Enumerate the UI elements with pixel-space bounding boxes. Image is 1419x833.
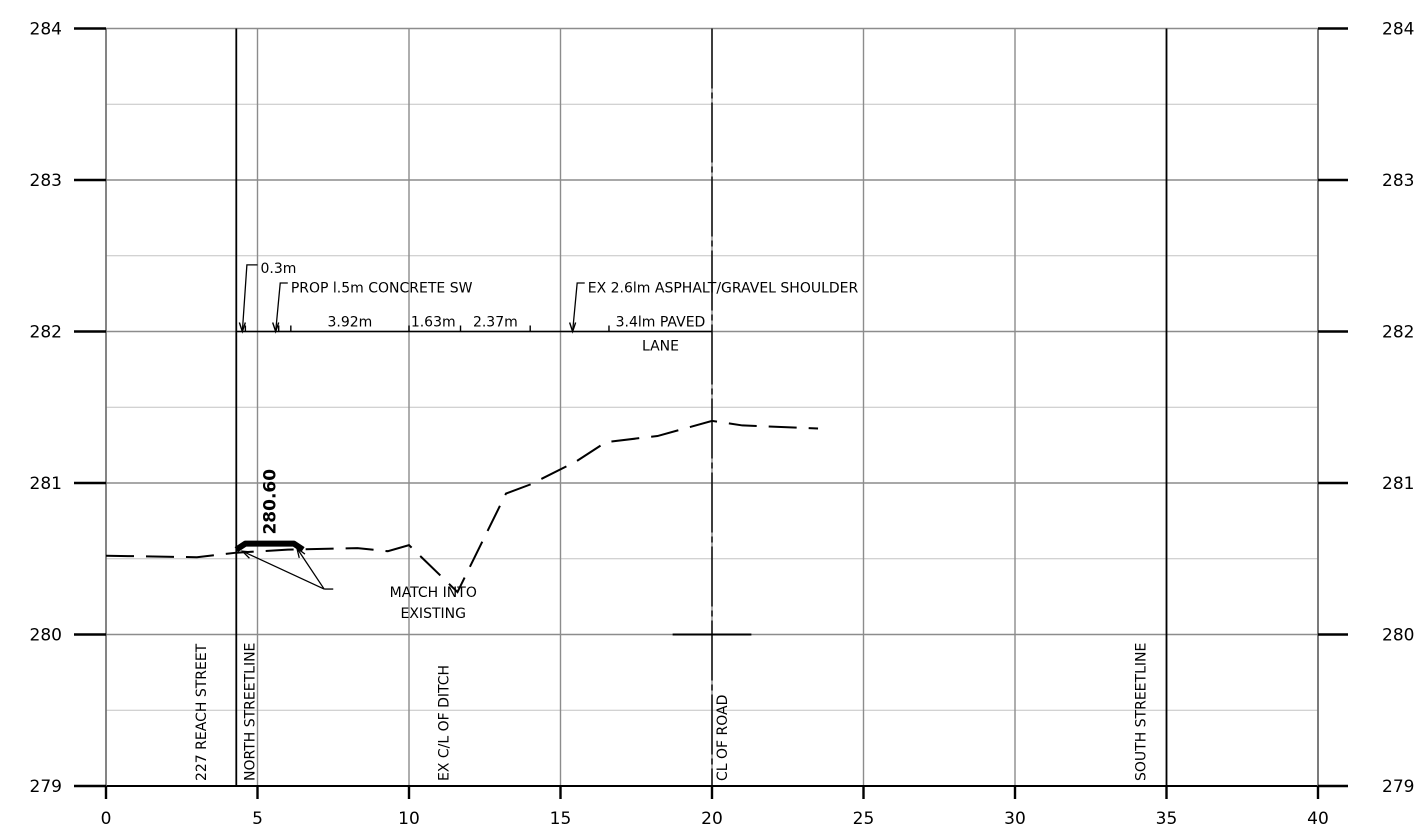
match-leader [242, 550, 325, 590]
proposed-sidewalk-line [234, 540, 305, 553]
axes [74, 27, 1348, 799]
match-note-line: EXISTING [401, 606, 466, 622]
y-tick-label-left: 282 [30, 323, 62, 343]
tick-labels: 279 279 280 280 281 281 282 282 283 283 284 284 0 5 10… [30, 20, 1415, 830]
dimension-label: 1.63m [411, 315, 456, 331]
vertical-reference-lines: 227 REACH STREET NORTH STREETLINE CL OF RO… [194, 28, 1168, 786]
x-tick-label: 20 [701, 809, 723, 829]
x-tick-label: 0 [101, 809, 112, 829]
x-tick-label: 25 [853, 809, 875, 829]
callout-label: 0.3m [261, 261, 297, 277]
y-tick-label-right: 284 [1382, 20, 1414, 40]
callout-leader [241, 264, 258, 332]
y-tick-label-right: 280 [1382, 626, 1414, 646]
callout-label: EX 2.6lm ASPHALT/GRAVEL SHOULDER [588, 281, 859, 297]
annotations: 0.3m PROP l.5m CONCRETE SW EX 2.6lm ASPHAL… [240, 261, 859, 622]
y-tick-label-left: 280 [30, 626, 62, 646]
callout-label: PROP l.5m CONCRETE SW [291, 281, 473, 297]
x-tick-label: 40 [1307, 809, 1329, 829]
existing-ground-profile [105, 419, 819, 594]
dimension-label: 3.4lm PAVED [616, 315, 706, 331]
x-tick-label: 15 [550, 809, 572, 829]
dimension-label: 3.92m [328, 315, 373, 331]
vertical-line-label: 227 REACH STREET [194, 643, 210, 781]
x-tick-label: 5 [252, 809, 263, 829]
dimension-label: LANE [642, 339, 679, 355]
y-tick-label-left: 279 [30, 777, 62, 797]
vertical-line-label: NORTH STREETLINE [242, 643, 258, 781]
existing-ground-line [105, 419, 819, 594]
y-tick-label-right: 279 [1382, 777, 1414, 797]
match-note-line: MATCH INTO [390, 585, 477, 601]
x-tick-label: 35 [1156, 809, 1178, 829]
y-tick-label-right: 282 [1382, 323, 1414, 343]
match-leader-arrow [240, 550, 253, 559]
callout-leader [571, 282, 585, 332]
proposed-sidewalk: 280.60 [234, 469, 305, 553]
x-tick-label: 10 [398, 809, 420, 829]
match-leader [296, 547, 325, 590]
vertical-line-label: SOUTH STREETLINE [1133, 643, 1149, 781]
callout-leader [275, 282, 288, 332]
y-tick-label-left: 281 [30, 474, 62, 494]
y-tick-label-left: 284 [30, 20, 62, 40]
dimension-line-group: 3.92m 1.63m 2.37m 3.4lm PAVED LANE [235, 315, 712, 355]
y-tick-label-left: 283 [30, 171, 62, 191]
ditch-label: EX C/L OF DITCH [436, 665, 452, 781]
dimension-label: 2.37m [473, 315, 518, 331]
elevation-label: 280.60 [261, 469, 281, 535]
y-tick-label-right: 283 [1382, 171, 1414, 191]
match-leader-arrow [295, 546, 306, 559]
x-tick-label: 30 [1004, 809, 1026, 829]
y-tick-label-right: 281 [1382, 474, 1414, 494]
vertical-line-label: CL OF ROAD [715, 695, 731, 781]
